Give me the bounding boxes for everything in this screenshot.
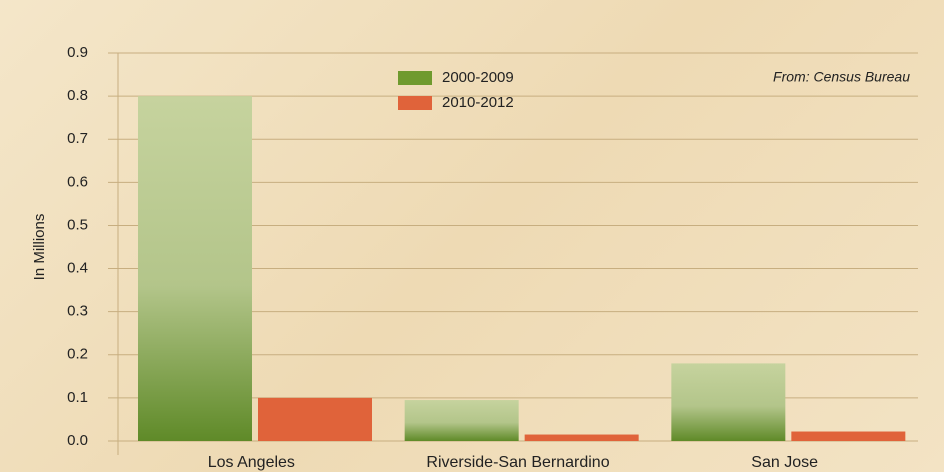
y-tick-label: 0.4	[67, 260, 88, 277]
bar	[258, 397, 372, 441]
x-tick-label: Riverside-San Bernardino	[426, 454, 609, 471]
bar	[404, 400, 519, 441]
x-tick-label: San Jose	[751, 454, 818, 471]
bar	[524, 434, 639, 441]
y-axis-label: In Millions	[31, 214, 48, 281]
y-tick-label: 0.0	[67, 432, 88, 449]
source-note: From: Census Bureau	[773, 69, 910, 85]
bar	[671, 363, 786, 441]
y-tick-label: 0.3	[67, 303, 88, 320]
x-tick-label: Los Angeles	[208, 454, 295, 471]
y-tick-label: 0.1	[67, 389, 88, 406]
y-tick-label: 0.7	[67, 130, 88, 147]
y-tick-label: 0.8	[67, 87, 88, 104]
legend-swatch	[398, 96, 432, 110]
y-tick-label: 0.9	[67, 44, 88, 61]
legend-label: 2000-2009	[442, 69, 514, 86]
legend-label: 2010-2012	[442, 94, 514, 111]
y-tick-label: 0.6	[67, 173, 88, 190]
legend-swatch	[398, 71, 432, 85]
bar	[791, 431, 906, 441]
y-tick-label: 0.5	[67, 216, 88, 233]
bar	[138, 96, 252, 441]
y-tick-label: 0.2	[67, 346, 88, 363]
